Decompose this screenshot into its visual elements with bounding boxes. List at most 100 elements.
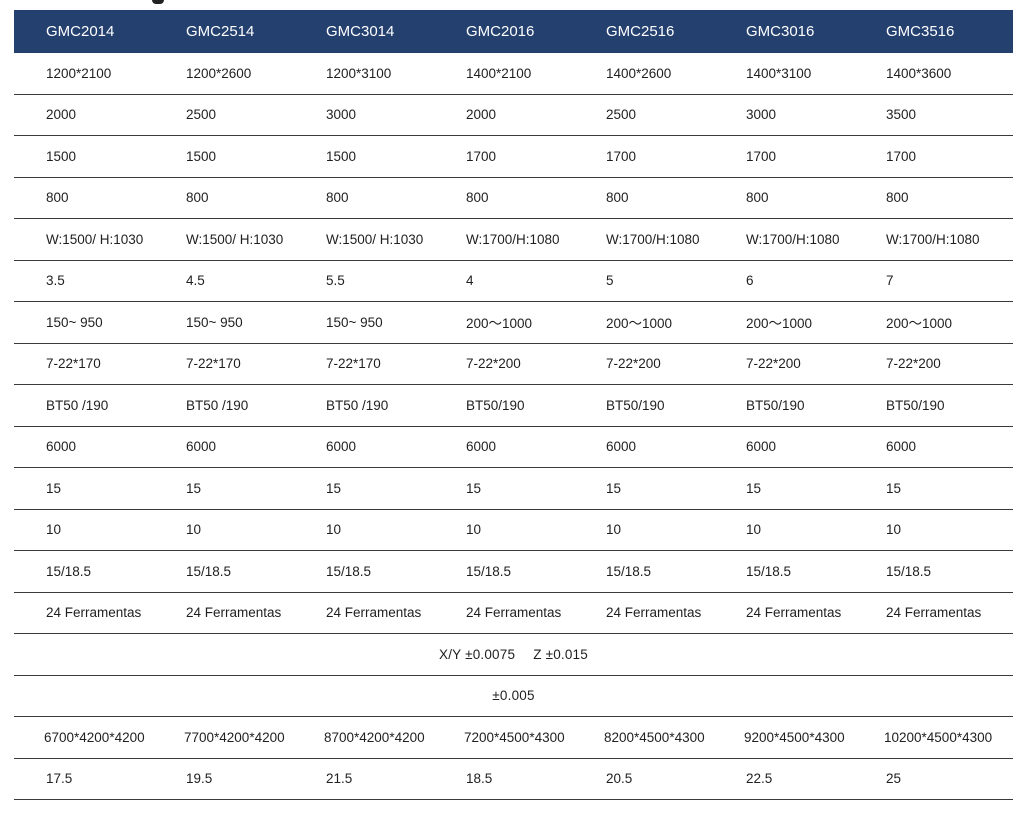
table-cell: W:1700/H:1080 <box>854 218 1013 261</box>
table-cell: 800 <box>714 177 854 219</box>
column-header: GMC2016 <box>434 10 574 53</box>
table-row: 6700*4200*4200 7700*4200*4200 8700*4200*… <box>14 716 1013 759</box>
column-header: GMC2516 <box>574 10 714 53</box>
table-cell: 15 <box>434 467 574 510</box>
table-row: 17.5 19.5 21.5 18.5 20.5 22.5 25 <box>14 758 1013 800</box>
table-cell: BT50 /190 <box>294 384 434 427</box>
table-cell: 10200*4500*4300 <box>854 716 1013 759</box>
table-cell: 200～1000 <box>714 301 854 344</box>
table-cell: 7-22*200 <box>714 343 854 385</box>
table-cell: 7-22*200 <box>574 343 714 385</box>
table-cell: 150~ 950 <box>154 301 294 344</box>
table-cell: 10 <box>574 509 714 551</box>
table-cell: BT50/190 <box>574 384 714 427</box>
table-cell: 2000 <box>434 94 574 136</box>
table-cell: 19.5 <box>154 758 294 800</box>
table-cell: 7-22*170 <box>154 343 294 385</box>
table-cell: 6000 <box>14 426 154 468</box>
table-cell: 6000 <box>574 426 714 468</box>
table-cell: 150~ 950 <box>294 301 434 344</box>
table-cell: 3000 <box>714 94 854 136</box>
table-cell: 3500 <box>854 94 1013 136</box>
table-row-merged: X/Y ±0.0075 Z ±0.015 <box>14 633 1013 676</box>
table-cell: 7-22*200 <box>854 343 1013 385</box>
column-header: GMC3016 <box>714 10 854 53</box>
table-cell: 18.5 <box>434 758 574 800</box>
table-cell: 15/18.5 <box>154 550 294 593</box>
table-cell: 2500 <box>574 94 714 136</box>
table-cell: 1400*3600 <box>854 53 1013 95</box>
table-cell: 15 <box>14 467 154 510</box>
table-cell: 10 <box>154 509 294 551</box>
column-header: GMC3014 <box>294 10 434 53</box>
table-cell: 8700*4200*4200 <box>294 716 434 759</box>
table-body: 1200*2100 1200*2600 1200*3100 1400*2100 … <box>14 53 1013 800</box>
table-cell: 2500 <box>154 94 294 136</box>
table-cell: 800 <box>574 177 714 219</box>
table-cell: BT50/190 <box>714 384 854 427</box>
table-cell: 4.5 <box>154 260 294 302</box>
table-cell: 24 Ferramentas <box>154 592 294 634</box>
table-cell: 25 <box>854 758 1013 800</box>
table-cell: 800 <box>294 177 434 219</box>
table-cell: W:1700/H:1080 <box>574 218 714 261</box>
column-header: GMC2014 <box>14 10 154 53</box>
table-cell: 15/18.5 <box>14 550 154 593</box>
table-cell: 1400*2100 <box>434 53 574 95</box>
table-cell: 1200*2600 <box>154 53 294 95</box>
table-cell: 1200*2100 <box>14 53 154 95</box>
table-cell: 150~ 950 <box>14 301 154 344</box>
table-row: 1200*2100 1200*2600 1200*3100 1400*2100 … <box>14 53 1013 95</box>
repeatability-cell: ±0.005 <box>14 675 1013 717</box>
table-row: 1500 1500 1500 1700 1700 1700 1700 <box>14 135 1013 178</box>
table-cell: 24 Ferramentas <box>14 592 154 634</box>
table-header: GMC2014 GMC2514 GMC3014 GMC2016 GMC2516 … <box>14 10 1013 53</box>
table-cell: 10 <box>434 509 574 551</box>
table-row: 150~ 950 150~ 950 150~ 950 200～1000 200～… <box>14 301 1013 344</box>
table-cell: 15 <box>854 467 1013 510</box>
table-cell: BT50/190 <box>854 384 1013 427</box>
table-cell: 1500 <box>294 135 434 178</box>
table-cell: 1700 <box>574 135 714 178</box>
table-cell: 24 Ferramentas <box>434 592 574 634</box>
table-cell: 6700*4200*4200 <box>14 716 154 759</box>
specification-table: GMC2014 GMC2514 GMC3014 GMC2016 GMC2516 … <box>14 10 1013 800</box>
table-cell: 5.5 <box>294 260 434 302</box>
column-header: GMC2514 <box>154 10 294 53</box>
table-cell: BT50 /190 <box>154 384 294 427</box>
table-cell: 15/18.5 <box>574 550 714 593</box>
table-cell: 200～1000 <box>854 301 1013 344</box>
table-cell: 7 <box>854 260 1013 302</box>
table-cell: 15 <box>294 467 434 510</box>
table-row-merged: ±0.005 <box>14 675 1013 717</box>
table-row: 3.5 4.5 5.5 4 5 6 7 <box>14 260 1013 302</box>
table-cell: 15/18.5 <box>294 550 434 593</box>
table-cell: W:1500/ H:1030 <box>154 218 294 261</box>
accuracy-xy-text: X/Y ±0.0075 <box>439 646 516 662</box>
table-cell: 7700*4200*4200 <box>154 716 294 759</box>
table-cell: 1700 <box>714 135 854 178</box>
table-cell: 10 <box>14 509 154 551</box>
table-cell: 6000 <box>154 426 294 468</box>
positioning-accuracy-cell: X/Y ±0.0075 Z ±0.015 <box>14 633 1013 676</box>
table-cell: 7-22*200 <box>434 343 574 385</box>
table-cell: 800 <box>434 177 574 219</box>
cropped-title-fragment <box>152 0 164 4</box>
table-cell: 20.5 <box>574 758 714 800</box>
table-cell: 1200*3100 <box>294 53 434 95</box>
accuracy-z-text: Z ±0.015 <box>533 646 588 662</box>
column-header: GMC3516 <box>854 10 1013 53</box>
table-cell: 1400*3100 <box>714 53 854 95</box>
table-cell: 15/18.5 <box>714 550 854 593</box>
table-cell: 24 Ferramentas <box>854 592 1013 634</box>
table-row: BT50 /190 BT50 /190 BT50 /190 BT50/190 B… <box>14 384 1013 427</box>
table-cell: 6000 <box>854 426 1013 468</box>
table-row: 24 Ferramentas 24 Ferramentas 24 Ferrame… <box>14 592 1013 634</box>
table-cell: 2000 <box>14 94 154 136</box>
table-row: 15 15 15 15 15 15 15 <box>14 467 1013 510</box>
table-cell: 5 <box>574 260 714 302</box>
table-cell: 1500 <box>154 135 294 178</box>
table-cell: 6000 <box>294 426 434 468</box>
table-cell: 24 Ferramentas <box>574 592 714 634</box>
table-cell: 200～1000 <box>574 301 714 344</box>
